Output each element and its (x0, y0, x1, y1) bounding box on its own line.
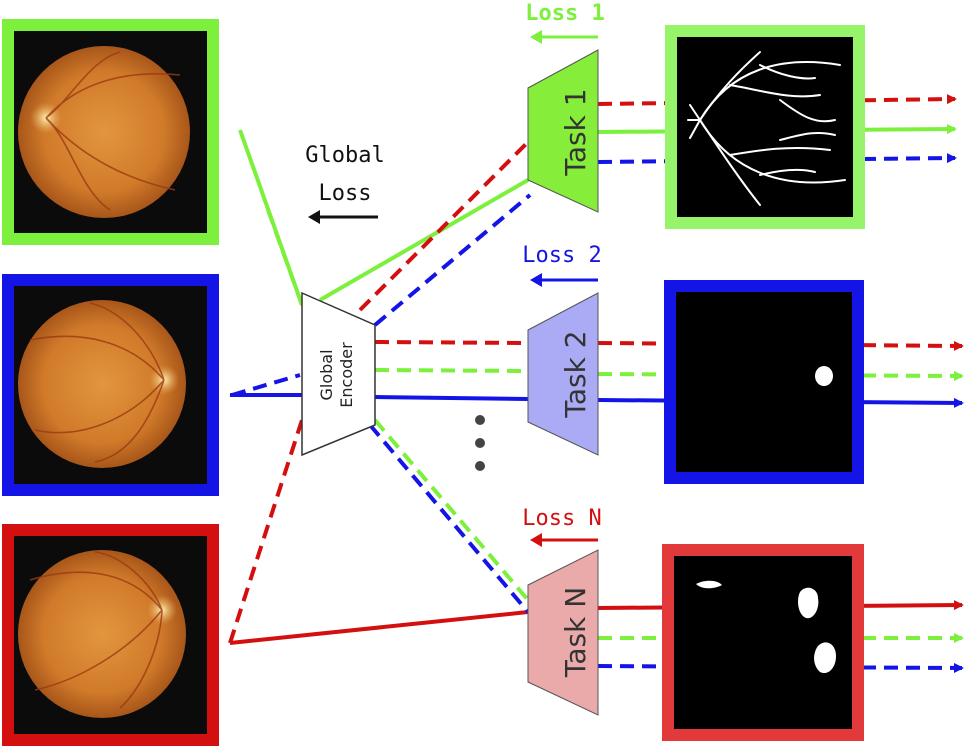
ellipsis-dots (475, 415, 485, 471)
loss-1-label: Loss 1 (525, 1, 604, 26)
global-loss-line1: Global (305, 143, 384, 168)
global-loss-line2: Loss (319, 181, 372, 206)
output-vessel-mask (665, 25, 865, 229)
loss-1-arrow-icon (530, 30, 542, 44)
output-optic-disc-mask (664, 280, 864, 484)
task-N-head: Task N (527, 549, 599, 716)
loss-2-label: Loss 2 (522, 243, 601, 268)
loss-2: Loss 2 (522, 243, 602, 287)
global-loss: Global Loss (305, 143, 385, 224)
task-1-head: Task 1 (527, 49, 599, 213)
loss-2-arrow-icon (530, 273, 542, 287)
input-image-1 (2, 19, 219, 245)
output-lesion-mask (662, 544, 864, 741)
task-2-head: Task 2 (527, 292, 599, 456)
task-N-label: Task N (559, 587, 592, 678)
task-1-label: Task 1 (559, 88, 592, 176)
loss-N-arrow-icon (530, 533, 542, 547)
global-loss-arrow-icon (308, 210, 320, 224)
loss-N: Loss N (522, 506, 602, 547)
loss-N-label: Loss N (522, 506, 601, 531)
encoder-label-line2: Encoder (337, 342, 356, 408)
encoder-label-line1: Global (317, 349, 336, 400)
input-image-2 (2, 274, 219, 496)
task-2-label: Task 2 (559, 330, 592, 418)
input-image-N (2, 524, 219, 746)
global-encoder: Global Encoder (301, 291, 376, 457)
loss-1: Loss 1 (525, 1, 605, 44)
